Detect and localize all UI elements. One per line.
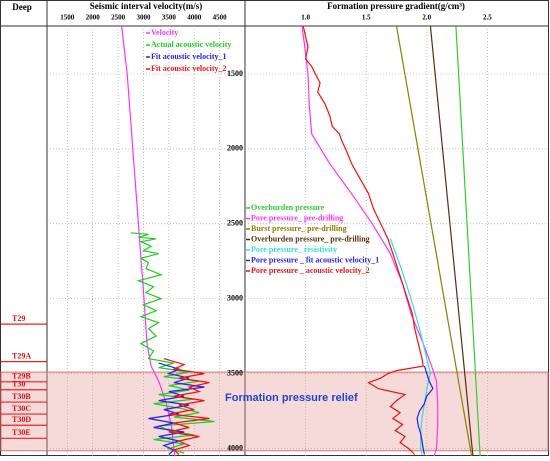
x-tick-label: 1.5 <box>362 14 371 22</box>
stratum-label: T30 <box>12 380 25 389</box>
y-tick-label: 4000 <box>227 443 243 452</box>
legend-label: Pore pressure _ fit acoustic velocity_1 <box>251 255 379 264</box>
stratum-label: T30C <box>12 404 31 413</box>
legend-label: Pore pressure_ resistivity <box>251 245 337 254</box>
y-tick-label: 2500 <box>227 219 243 228</box>
legend-label: Fit acoustic velocity_2 <box>151 64 227 73</box>
chart-title: Formation pressure gradient(g/cm³) <box>327 1 465 11</box>
y-tick-label: 3000 <box>227 294 243 303</box>
x-tick-label: 2.5 <box>483 14 492 22</box>
series-line <box>416 365 434 455</box>
plot-area <box>121 26 215 456</box>
stratum-label: T30D <box>12 415 31 424</box>
x-tick-label: 1.0 <box>301 14 310 22</box>
series-line <box>395 26 473 456</box>
stratum-label: T29 <box>12 314 25 323</box>
y-tick-label: 2000 <box>227 144 243 153</box>
x-tick-label: 1500 <box>60 14 75 22</box>
legend-label: Burst pressure_ pre-drilling <box>251 224 347 233</box>
stratum-label: T29A <box>12 351 31 360</box>
x-tick-label: 3000 <box>136 14 151 22</box>
series-line <box>163 358 210 455</box>
x-tick-label: 2.0 <box>422 14 431 22</box>
x-tick-label: 4000 <box>187 14 202 22</box>
stratum-label: T30B <box>12 392 31 401</box>
depth-label: Deep <box>12 2 32 12</box>
legend-label: Overburden pressure <box>251 203 325 212</box>
chart-title: Seismic interval velocity(m/s) <box>90 1 202 11</box>
legend-label: Pore pressure_ pre-drilling <box>251 213 343 222</box>
series-line <box>148 362 205 455</box>
x-tick-label: 4500 <box>213 14 228 22</box>
x-tick-label: 2000 <box>86 14 101 22</box>
legend-label: Velocity <box>151 28 178 37</box>
legend-label: Actual acoustic velocity <box>151 40 231 49</box>
annotation: Formation pressure relief <box>225 392 358 404</box>
series-line <box>302 26 424 455</box>
series-line <box>130 232 215 454</box>
legend-label: Overburden pressure_ pre-drilling <box>251 234 370 243</box>
stratum-label: T30E <box>12 428 31 437</box>
plot-area <box>301 26 481 456</box>
legend-label: Fit acoustic velocity_1 <box>151 52 227 61</box>
x-tick-label: 2500 <box>111 14 126 22</box>
y-tick-label: 1500 <box>227 69 243 78</box>
y-tick-label: 3500 <box>227 368 243 377</box>
series-line <box>455 26 481 456</box>
series-line <box>429 26 474 456</box>
stratum-label: T29B <box>12 372 31 381</box>
series-line <box>301 26 439 456</box>
legend-label: Pore pressure _ acoustic velocity_2 <box>251 266 370 275</box>
x-tick-label: 3500 <box>162 14 177 22</box>
relief-zone <box>0 371 549 452</box>
